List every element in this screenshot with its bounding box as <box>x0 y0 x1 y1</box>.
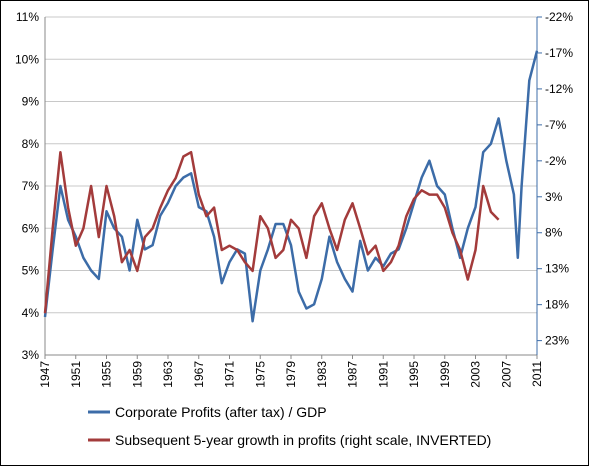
legend-label: Subsequent 5-year growth in profits (rig… <box>115 432 491 448</box>
legend-label: Corporate Profits (after tax) / GDP <box>115 404 327 420</box>
y2-tick-label: -7% <box>545 118 567 132</box>
y2-tick-label: -22% <box>545 10 573 24</box>
x-tick-label: 1963 <box>161 361 175 388</box>
y2-tick-label: 18% <box>545 298 569 312</box>
y2-tick-label: 23% <box>545 334 569 348</box>
x-tick-label: 1991 <box>376 361 390 388</box>
x-tick-label: 1995 <box>407 361 421 388</box>
y-tick-label: 10% <box>15 52 39 66</box>
x-tick-label: 1951 <box>69 361 83 388</box>
y-tick-label: 3% <box>22 348 40 362</box>
x-tick-label: 1971 <box>223 361 237 388</box>
y-tick-label: 7% <box>22 179 40 193</box>
y-tick-label: 9% <box>22 95 40 109</box>
y2-tick-label: 3% <box>545 190 563 204</box>
x-tick-label: 1967 <box>192 361 206 388</box>
y-tick-label: 6% <box>22 221 40 235</box>
x-tick-label: 2003 <box>469 361 483 388</box>
y2-tick-label: -2% <box>545 154 567 168</box>
x-tick-label: 1959 <box>130 361 144 388</box>
x-tick-label: 1955 <box>100 361 114 388</box>
x-tick-label: 2011 <box>530 361 544 387</box>
y2-tick-label: -17% <box>545 46 573 60</box>
y2-tick-label: 13% <box>545 262 569 276</box>
x-tick-label: 1987 <box>346 361 360 388</box>
y2-tick-label: -12% <box>545 82 573 96</box>
x-tick-label: 2007 <box>499 361 513 388</box>
x-tick-label: 1983 <box>315 361 329 388</box>
series-line <box>43 150 500 314</box>
y-tick-label: 8% <box>22 137 40 151</box>
x-tick-label: 1975 <box>253 361 267 388</box>
x-tick-label: 1999 <box>438 361 452 388</box>
y-tick-label: 4% <box>22 306 40 320</box>
y-tick-label: 11% <box>16 10 39 24</box>
y-tick-label: 5% <box>22 264 40 278</box>
y2-tick-label: 8% <box>545 226 563 240</box>
x-tick-label: 1979 <box>284 361 298 388</box>
x-tick-label: 1947 <box>38 361 52 388</box>
